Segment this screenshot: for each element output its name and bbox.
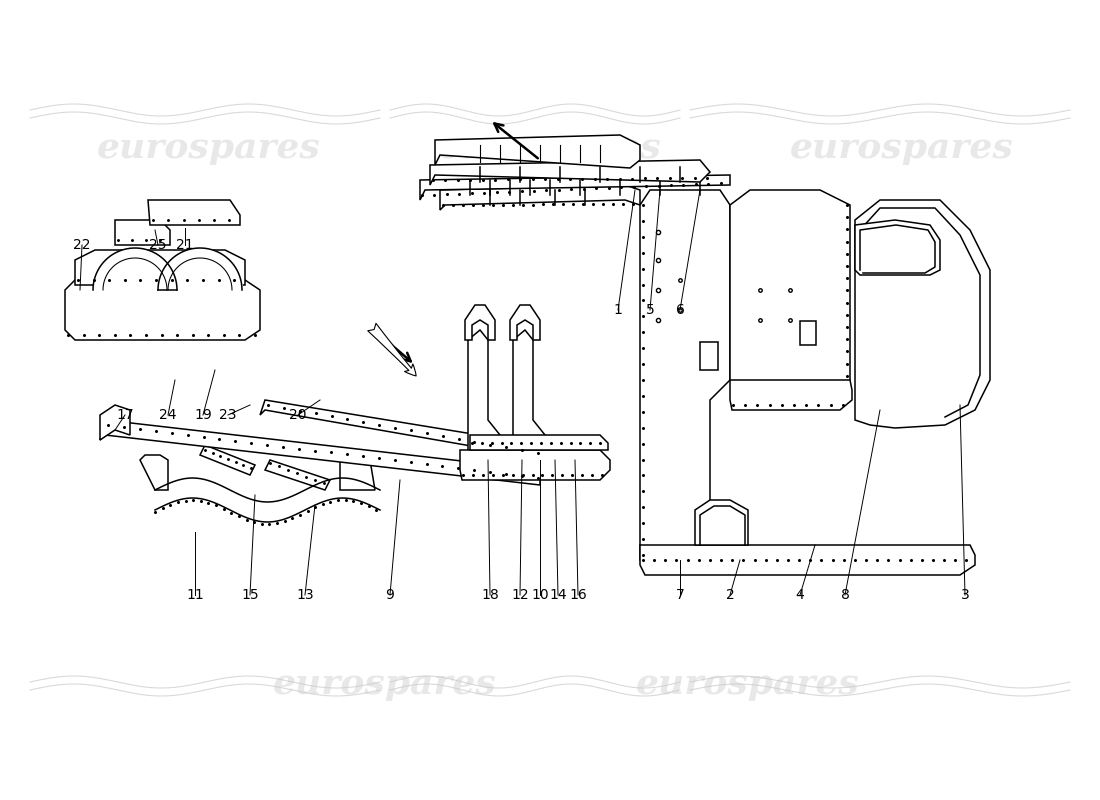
Text: 9: 9 — [386, 588, 395, 602]
Polygon shape — [116, 220, 170, 245]
Text: eurospares: eurospares — [97, 131, 321, 165]
Polygon shape — [855, 220, 940, 275]
Bar — [800, 321, 816, 345]
Polygon shape — [420, 175, 730, 200]
Polygon shape — [265, 460, 330, 490]
Polygon shape — [460, 450, 610, 480]
Bar — [700, 342, 718, 370]
Text: 25: 25 — [150, 238, 167, 252]
Text: 11: 11 — [186, 588, 204, 602]
Text: 4: 4 — [795, 588, 804, 602]
Polygon shape — [640, 190, 730, 565]
Polygon shape — [470, 435, 608, 450]
Text: 17: 17 — [117, 408, 134, 422]
Text: 14: 14 — [549, 588, 566, 602]
Text: 19: 19 — [194, 408, 212, 422]
Polygon shape — [100, 405, 130, 440]
Polygon shape — [148, 200, 240, 225]
Polygon shape — [730, 190, 850, 400]
Polygon shape — [468, 330, 500, 470]
Text: 7: 7 — [675, 588, 684, 602]
Text: eurospares: eurospares — [438, 131, 662, 165]
Polygon shape — [855, 200, 990, 428]
Polygon shape — [430, 160, 710, 185]
Polygon shape — [730, 380, 853, 410]
Polygon shape — [440, 185, 640, 210]
Text: 13: 13 — [296, 588, 314, 602]
Text: 8: 8 — [840, 588, 849, 602]
Polygon shape — [140, 455, 168, 490]
Polygon shape — [75, 250, 245, 285]
Polygon shape — [513, 330, 544, 470]
Text: 5: 5 — [646, 303, 654, 317]
Text: 10: 10 — [531, 588, 549, 602]
Text: 3: 3 — [960, 588, 969, 602]
Text: 12: 12 — [512, 588, 529, 602]
Polygon shape — [510, 305, 540, 340]
Text: 23: 23 — [219, 408, 236, 422]
Text: eurospares: eurospares — [636, 667, 860, 701]
Text: 20: 20 — [289, 408, 307, 422]
Polygon shape — [65, 280, 260, 340]
Polygon shape — [465, 305, 495, 340]
Text: eurospares: eurospares — [790, 131, 1014, 165]
Text: 2: 2 — [726, 588, 735, 602]
Text: 24: 24 — [160, 408, 177, 422]
Polygon shape — [340, 455, 375, 490]
Polygon shape — [434, 135, 640, 168]
Text: 21: 21 — [176, 238, 194, 252]
Polygon shape — [200, 445, 255, 475]
Polygon shape — [695, 500, 748, 545]
Text: 15: 15 — [241, 588, 258, 602]
Polygon shape — [640, 545, 975, 575]
Text: eurospares: eurospares — [273, 667, 497, 701]
Text: 6: 6 — [675, 303, 684, 317]
Polygon shape — [100, 420, 540, 485]
Text: 18: 18 — [481, 588, 499, 602]
Text: 22: 22 — [74, 238, 90, 252]
Polygon shape — [260, 400, 540, 458]
Text: 1: 1 — [614, 303, 623, 317]
Text: 16: 16 — [569, 588, 587, 602]
